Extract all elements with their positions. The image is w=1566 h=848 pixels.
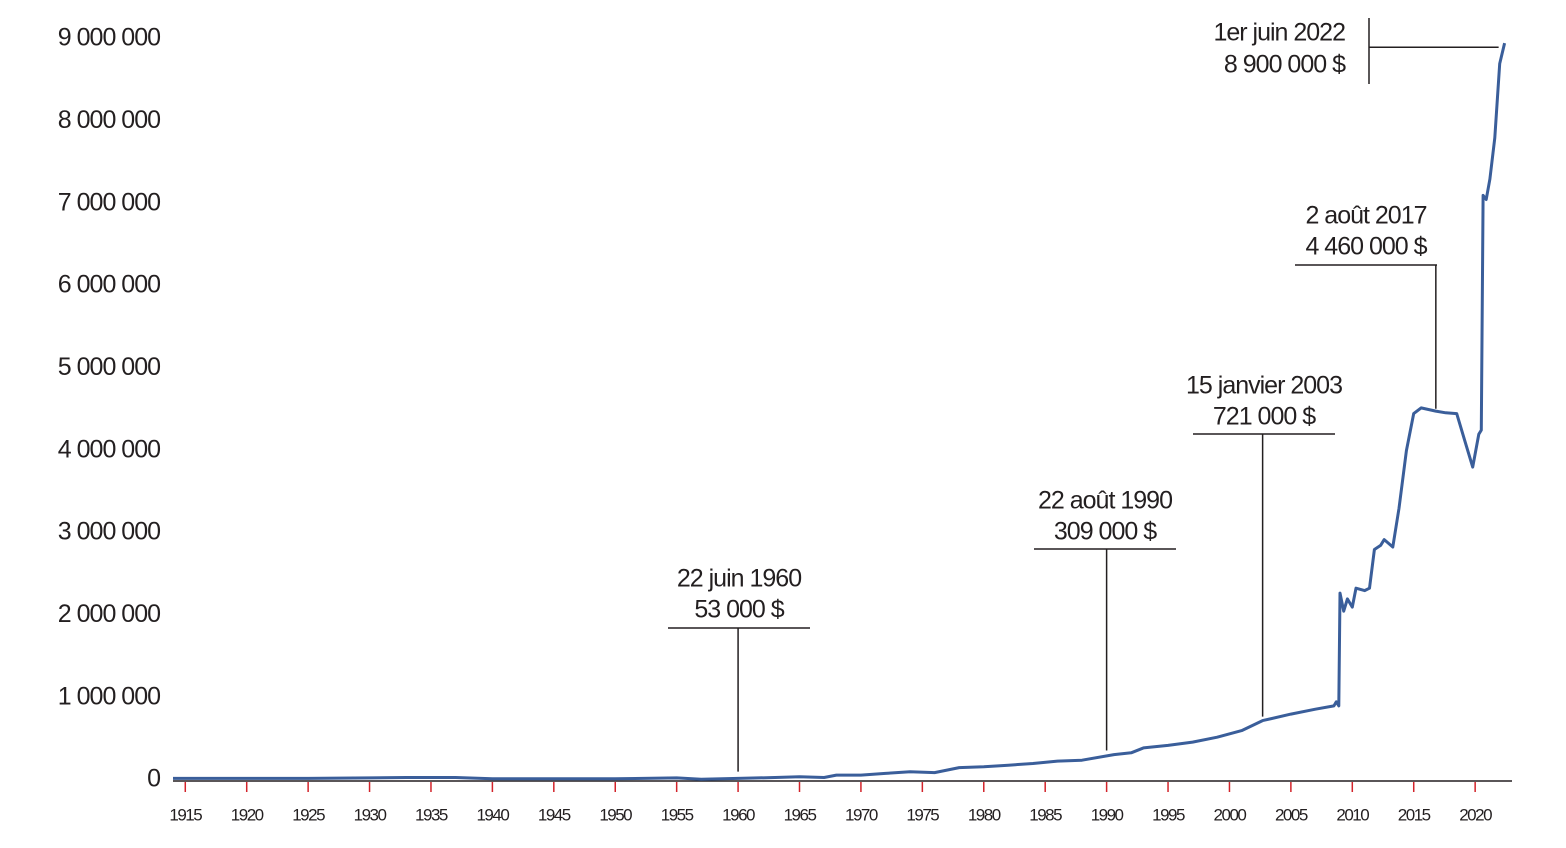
annotation-value: 721 000 $	[1213, 403, 1316, 431]
y-tick-label: 3 000 000	[58, 518, 160, 546]
annotation-date: 22 août 1990	[1038, 487, 1172, 515]
x-tick-label: 1985	[1029, 805, 1062, 824]
x-tick-label: 1935	[415, 805, 448, 824]
annotation-value: 4 460 000 $	[1305, 233, 1427, 261]
x-tick-label: 1970	[845, 805, 878, 824]
x-tick-label: 1960	[722, 805, 755, 824]
annotation-value: 53 000 $	[694, 596, 784, 624]
y-tick-label: 9 000 000	[58, 24, 160, 52]
x-tick-label: 1990	[1091, 805, 1124, 824]
annotation-date: 22 juin 1960	[677, 565, 801, 593]
y-tick-label: 2 000 000	[58, 600, 160, 628]
x-tick-label: 2010	[1336, 805, 1369, 824]
annotation-date: 15 janvier 2003	[1186, 372, 1342, 400]
x-tick-label: 1940	[476, 805, 509, 824]
x-tick-label: 1920	[231, 805, 264, 824]
annotation-value: 8 900 000 $	[1224, 51, 1346, 79]
x-tick-label: 1945	[538, 805, 571, 824]
x-tick-label: 2005	[1275, 805, 1308, 824]
x-tick-label: 1955	[661, 805, 694, 824]
x-tick-label: 2020	[1459, 805, 1492, 824]
y-tick-label: 7 000 000	[58, 188, 160, 216]
annotation-date: 1er juin 2022	[1213, 19, 1345, 47]
x-tick-label: 1975	[906, 805, 939, 824]
y-tick-label: 8 000 000	[58, 106, 160, 134]
x-tick-label: 2015	[1398, 805, 1431, 824]
x-tick-label: 2000	[1214, 805, 1247, 824]
x-tick-label: 1965	[784, 805, 817, 824]
x-tick-label: 1925	[292, 805, 325, 824]
annotation-date: 2 août 2017	[1305, 202, 1426, 230]
x-tick-label: 1980	[968, 805, 1001, 824]
data-line	[173, 42, 1507, 781]
x-tick-label: 1995	[1152, 805, 1185, 824]
x-tick-label: 1930	[354, 805, 387, 824]
x-tick-label: 1915	[169, 805, 202, 824]
x-tick-label: 1950	[599, 805, 632, 824]
y-tick-label: 6 000 000	[58, 271, 160, 299]
annotation-value: 309 000 $	[1054, 518, 1157, 546]
y-tick-label: 5 000 000	[58, 353, 160, 381]
y-tick-label: 4 000 000	[58, 435, 160, 463]
y-tick-label: 0	[147, 765, 160, 793]
y-tick-label: 1 000 000	[58, 682, 160, 710]
